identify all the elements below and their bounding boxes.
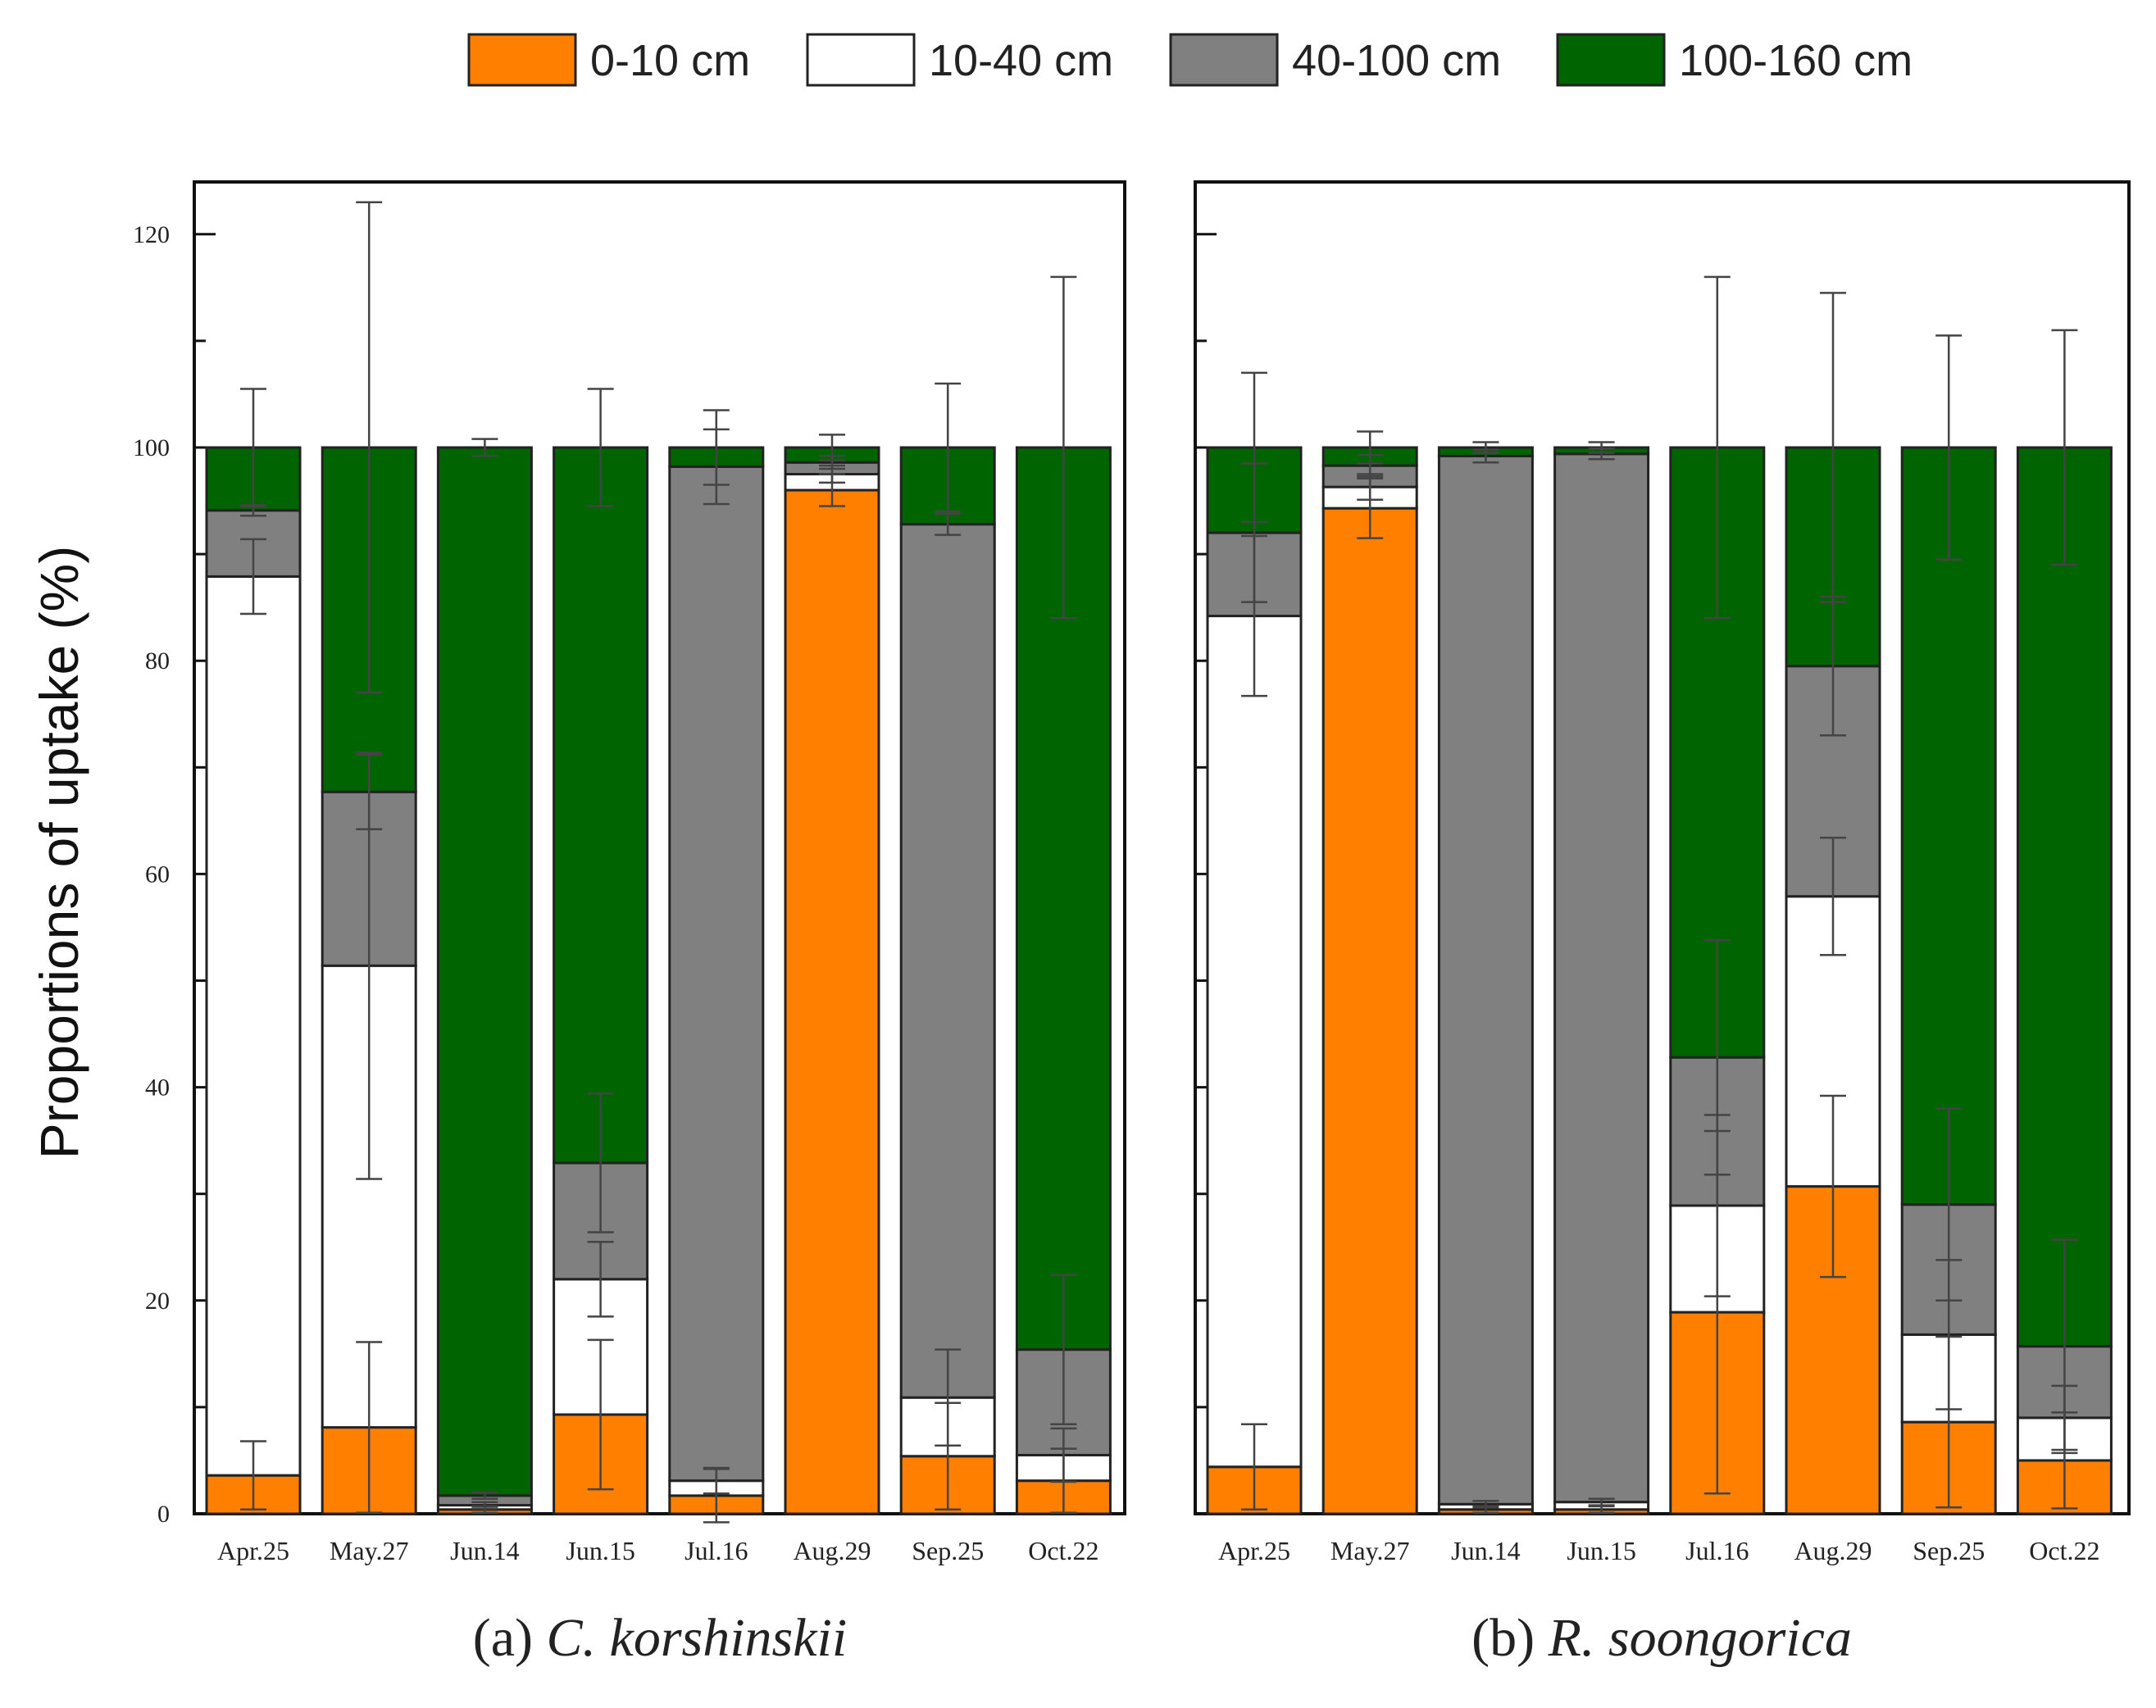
x-tick-label-aug-29: Aug.29	[793, 1536, 871, 1565]
x-tick-label-jul-16: Jul.16	[1685, 1536, 1749, 1565]
x-tick-label-jun-15: Jun.15	[566, 1536, 635, 1565]
error-bar-aug-29-10-40-cm	[1820, 836, 1846, 956]
bar-apr-25-10-40-cm	[205, 575, 302, 1477]
error-bar-jun-14-100-160-cm	[1472, 441, 1499, 454]
error-bar-oct-22-100-160-cm	[1050, 275, 1077, 620]
bar-jun-15-40-100-cm	[1553, 452, 1650, 1504]
x-tick-label-oct-22: Oct.22	[2029, 1536, 2099, 1565]
error-bar-sep-25-40-100-cm	[1935, 1107, 1963, 1302]
error-bar-may-27-40-100-cm	[356, 753, 383, 831]
error-bar-oct-22-40-100-cm	[2051, 1238, 2078, 1455]
error-bar-oct-22-10-40-cm	[1050, 1427, 1077, 1483]
bar-jul-16-40-100-cm	[668, 465, 765, 1483]
y-tick-label-120: 120	[133, 221, 170, 248]
error-bar-aug-29-100-160-cm	[819, 434, 845, 461]
panel-title-prefix: (a)	[473, 1608, 547, 1668]
bar-aug-29-0-10-cm	[784, 488, 880, 1515]
bar-sep-25-40-100-cm	[899, 523, 996, 1399]
y-tick-label-60: 60	[145, 861, 170, 888]
error-bar-sep-25-10-40-cm	[935, 1348, 962, 1447]
y-tick-label-20: 20	[145, 1288, 170, 1315]
bar-oct-22-100-160-cm	[2016, 446, 2113, 1348]
error-bar-jun-15-100-160-cm	[587, 388, 614, 507]
x-tick-label-aug-29: Aug.29	[1794, 1536, 1872, 1565]
x-tick-label-apr-25: Apr.25	[1218, 1536, 1290, 1565]
error-bar-sep-25-40-100-cm	[935, 512, 962, 536]
error-bar-apr-25-10-40-cm	[240, 538, 266, 616]
x-tick-label-jun-14: Jun.14	[1451, 1536, 1520, 1565]
panel-a: 0 20 40 60 80 100 120 Apr.25 May.27 Jun.14 Jun.15 J…	[133, 180, 1126, 1668]
panel-title-species: C. korshinskii	[547, 1608, 848, 1668]
error-bar-oct-22-40-100-cm	[1050, 1274, 1077, 1425]
x-tick-label-sep-25: Sep.25	[912, 1536, 984, 1565]
x-tick-label-jul-16: Jul.16	[685, 1536, 748, 1565]
bar-jun-14-100-160-cm	[436, 446, 533, 1497]
error-bar-may-27-100-160-cm	[1357, 430, 1384, 465]
legend-label-0-10-cm: 0-10 cm	[590, 36, 750, 85]
error-bar-jun-15-0-10-cm	[1588, 1505, 1615, 1514]
x-tick-label-jun-14: Jun.14	[450, 1536, 519, 1565]
error-bar-aug-29-0-10-cm	[1820, 1094, 1846, 1279]
y-axis-label: Proportions of uptake (%)	[29, 546, 89, 1159]
error-bar-aug-29-100-160-cm	[1820, 292, 1846, 603]
panel-title: (b) R. soongorica	[1471, 1608, 1852, 1668]
error-bar-apr-25-100-160-cm	[1241, 371, 1267, 524]
panel-title-prefix: (b)	[1471, 1608, 1548, 1668]
x-tick-label-may-27: May.27	[1330, 1536, 1410, 1565]
y-tick-label-100: 100	[133, 434, 170, 461]
error-bar-jun-14-40-100-cm	[471, 1491, 498, 1501]
bar-may-27-0-10-cm	[1321, 506, 1418, 1515]
plot-frame	[193, 180, 1126, 1515]
legend: 0-10 cm 10-40 cm 40-100 cm 100-160 cm	[467, 33, 1913, 87]
y-tick-label-0: 0	[157, 1501, 170, 1528]
error-bar-apr-25-0-10-cm	[240, 1440, 266, 1511]
bar-apr-25-10-40-cm	[1206, 615, 1303, 1469]
error-bar-sep-25-100-160-cm	[1935, 334, 1963, 561]
panel-title: (a) C. korshinskii	[473, 1608, 847, 1668]
error-bar-jun-15-100-160-cm	[1588, 441, 1615, 454]
bar-jun-14-40-100-cm	[1437, 454, 1534, 1506]
error-bar-sep-25-100-160-cm	[935, 382, 962, 513]
y-tick-label-80: 80	[145, 647, 170, 675]
legend-label-10-40-cm: 10-40 cm	[929, 36, 1113, 85]
y-tick-label-40: 40	[145, 1074, 170, 1102]
error-bar-jul-16-40-100-cm	[1703, 938, 1731, 1176]
error-bar-may-27-0-10-cm	[356, 1341, 383, 1514]
legend-label-100-160-cm: 100-160 cm	[1679, 36, 1913, 85]
legend-label-40-100-cm: 40-100 cm	[1292, 36, 1501, 85]
legend-swatch-0-10-cm	[467, 33, 577, 87]
panel-title-species: R. soongorica	[1548, 1608, 1852, 1668]
error-bar-oct-22-100-160-cm	[2051, 329, 2078, 566]
error-bar-jun-15-10-40-cm	[1588, 1497, 1615, 1506]
error-bar-apr-25-100-160-cm	[240, 388, 266, 507]
x-tick-label-may-27: May.27	[330, 1536, 409, 1565]
error-bar-may-27-100-160-cm	[356, 201, 383, 694]
error-bar-jun-14-100-160-cm	[471, 438, 498, 457]
error-bar-jun-15-40-100-cm	[587, 1092, 614, 1233]
error-bar-jul-16-100-160-cm	[703, 409, 730, 486]
bar-sep-25-100-160-cm	[1900, 446, 1997, 1206]
error-bar-jun-15-10-40-cm	[587, 1240, 614, 1318]
error-bar-jul-16-10-40-cm	[703, 1466, 730, 1495]
error-bar-jun-15-0-10-cm	[587, 1338, 614, 1491]
legend-swatch-40-100-cm	[1169, 33, 1279, 87]
error-bar-jul-16-100-160-cm	[1703, 275, 1731, 620]
error-bar-jun-14-10-40-cm	[1472, 1500, 1499, 1509]
error-bar-jun-14-10-40-cm	[471, 1501, 498, 1510]
x-tick-label-oct-22: Oct.22	[1028, 1536, 1098, 1565]
x-tick-label-jun-15: Jun.15	[1567, 1536, 1635, 1565]
bar-jun-15-100-160-cm	[553, 446, 649, 1165]
error-bar-apr-25-0-10-cm	[1241, 1423, 1267, 1511]
plot-frame	[1194, 180, 2131, 1515]
legend-swatch-100-160-cm	[1556, 33, 1666, 87]
x-tick-label-sep-25: Sep.25	[1913, 1536, 1985, 1565]
x-tick-label-apr-25: Apr.25	[217, 1536, 289, 1565]
legend-swatch-10-40-cm	[806, 33, 916, 87]
panel-b: Apr.25 May.27 Jun.14 Jun.15 Jul.16 Aug.29 Sep.…	[1194, 180, 2131, 1668]
